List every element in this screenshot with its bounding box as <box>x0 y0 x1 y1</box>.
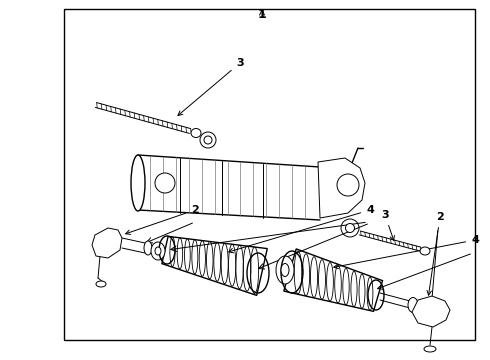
Polygon shape <box>92 228 122 258</box>
Text: 4: 4 <box>229 205 374 253</box>
Ellipse shape <box>424 346 436 352</box>
Ellipse shape <box>341 219 359 237</box>
Polygon shape <box>284 249 383 311</box>
Ellipse shape <box>204 136 212 144</box>
Text: 2: 2 <box>125 205 199 234</box>
Ellipse shape <box>200 132 216 148</box>
Ellipse shape <box>144 241 152 255</box>
Bar <box>64 9 475 340</box>
Ellipse shape <box>281 264 289 276</box>
Text: 1: 1 <box>258 8 267 21</box>
Ellipse shape <box>151 242 165 260</box>
Ellipse shape <box>96 281 106 287</box>
Text: 2: 2 <box>427 212 444 295</box>
Ellipse shape <box>191 129 201 138</box>
Polygon shape <box>318 158 365 218</box>
Ellipse shape <box>131 155 145 211</box>
Polygon shape <box>412 296 450 327</box>
Ellipse shape <box>345 224 354 233</box>
Ellipse shape <box>420 247 430 255</box>
Circle shape <box>337 174 359 196</box>
Ellipse shape <box>276 256 294 284</box>
Text: 3: 3 <box>178 58 244 116</box>
Text: 4: 4 <box>334 235 479 269</box>
Circle shape <box>155 173 175 193</box>
Ellipse shape <box>155 247 161 255</box>
Polygon shape <box>162 237 268 296</box>
Ellipse shape <box>408 297 418 312</box>
Text: 3: 3 <box>381 210 394 240</box>
